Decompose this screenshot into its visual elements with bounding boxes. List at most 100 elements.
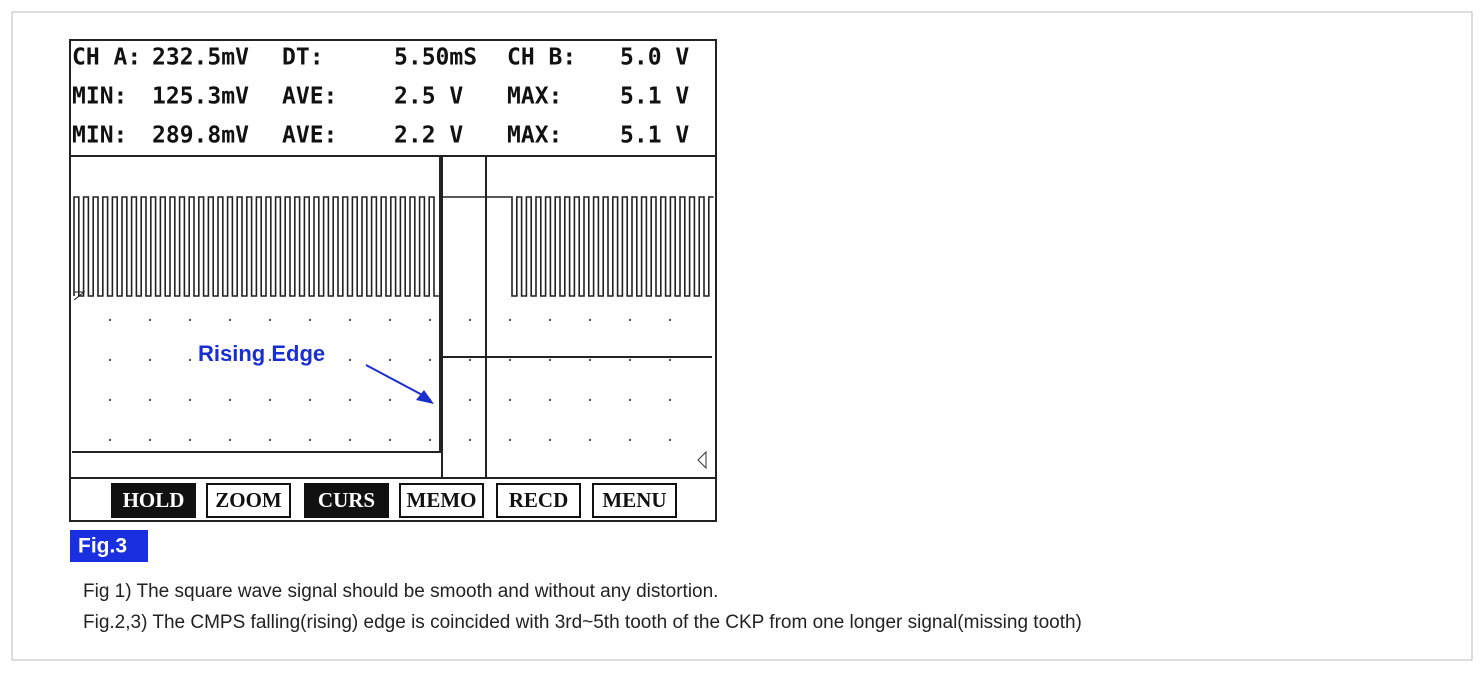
grid-dot [588, 398, 592, 402]
grid-dot [428, 438, 432, 442]
grid-dot [628, 358, 632, 362]
readout-cell: MAX: [507, 123, 562, 149]
grid-dot [668, 398, 672, 402]
readout: CH A: 232.5mV DT: 5.50mS CH B: 5.0 V MIN: 125.3… [72, 45, 689, 149]
readout-cell: CH A: [72, 45, 141, 71]
grid-dot [268, 358, 272, 362]
grid-dot [668, 318, 672, 322]
grid-dot [468, 358, 472, 362]
readout-cell: MAX: [507, 84, 562, 110]
button [592, 483, 677, 518]
grid-dot [548, 438, 552, 442]
button-label: RECD [509, 488, 569, 512]
button-label: MEMO [407, 488, 477, 512]
readout-cell: 232.5mV [152, 45, 249, 71]
readout-cell: 2.2 V [394, 123, 463, 149]
button-label: ZOOM [215, 488, 282, 512]
grid-dot [628, 318, 632, 322]
grid-dot [588, 438, 592, 442]
grid-dot [228, 318, 232, 322]
readout-cell: 5.1 V [620, 84, 689, 110]
grid-dot [348, 398, 352, 402]
grid-dot [188, 358, 192, 362]
readout-cell: MIN: [72, 123, 127, 149]
readout-cell: 5.50mS [394, 45, 477, 71]
grid-dot [588, 318, 592, 322]
button-label: CURS [318, 488, 375, 512]
readout-cell: DT: [282, 45, 324, 71]
grid-dot [348, 318, 352, 322]
grid-dot [388, 398, 392, 402]
grid-dot [548, 398, 552, 402]
button [206, 483, 291, 518]
grid-dot [188, 318, 192, 322]
figure-label-bg [70, 530, 148, 562]
grid [108, 318, 672, 442]
button [304, 483, 389, 518]
grid-dot [308, 438, 312, 442]
grid-dot [468, 318, 472, 322]
readout-cell: 289.8mV [152, 123, 249, 149]
readout-cell: AVE: [282, 123, 337, 149]
marker [697, 450, 707, 470]
readout-cell: 2.5 V [394, 84, 463, 110]
grid-dot [228, 358, 232, 362]
grid-dot [188, 398, 192, 402]
grid-dot [388, 358, 392, 362]
grid-dot [268, 398, 272, 402]
grid-dot [508, 318, 512, 322]
grid-dot [108, 358, 112, 362]
grid-dot [428, 358, 432, 362]
grid-dot [108, 398, 112, 402]
annotation: Rising Edge [198, 341, 325, 366]
grid-dot [628, 438, 632, 442]
grid-dot [628, 398, 632, 402]
grid-dot [668, 358, 672, 362]
grid-dot [308, 398, 312, 402]
grid-dot [308, 358, 312, 362]
grid-dot [508, 398, 512, 402]
grid-dot [148, 318, 152, 322]
scope-screen [69, 39, 717, 522]
grid-dot [548, 358, 552, 362]
grid-dot [148, 438, 152, 442]
readout-cell: MIN: [72, 84, 127, 110]
button-label: MENU [602, 488, 666, 512]
button [496, 483, 581, 518]
grid-dot [508, 358, 512, 362]
grid-dot [188, 438, 192, 442]
note: Fig 1) The square wave signal should be … [83, 581, 718, 602]
grid-dot [468, 438, 472, 442]
button-label: HOLD [123, 488, 185, 512]
frame [11, 11, 1473, 661]
grid-dot [228, 398, 232, 402]
readout-cell: 5.0 V [620, 45, 689, 71]
readout-cell: CH B: [507, 45, 576, 71]
grid-dot [268, 318, 272, 322]
grid-dot [308, 318, 312, 322]
button [399, 483, 484, 518]
figure-label: Fig.3 [78, 535, 127, 558]
grid-dot [468, 398, 472, 402]
arrow [365, 364, 429, 399]
grid-dot [428, 318, 432, 322]
grid-dot [108, 438, 112, 442]
grid-dot [348, 438, 352, 442]
trigger [73, 291, 86, 301]
readout-cell: AVE: [282, 84, 337, 110]
grid-dot [508, 438, 512, 442]
grid-dot [108, 318, 112, 322]
button [111, 483, 196, 518]
grid-dot [388, 438, 392, 442]
grid-dot [348, 358, 352, 362]
readout-cell: 125.3mV [152, 84, 249, 110]
buttons: HOLD ZOOM CURS MEMO RECD MENU [111, 483, 677, 518]
note: Fig.2,3) The CMPS falling(rising) edge i… [83, 612, 1082, 633]
grid-dot [268, 438, 272, 442]
arrow-head [416, 390, 434, 404]
grid-dot [548, 318, 552, 322]
grid-dot [668, 438, 672, 442]
readout-cell: 5.1 V [620, 123, 689, 149]
grid-dot [148, 398, 152, 402]
